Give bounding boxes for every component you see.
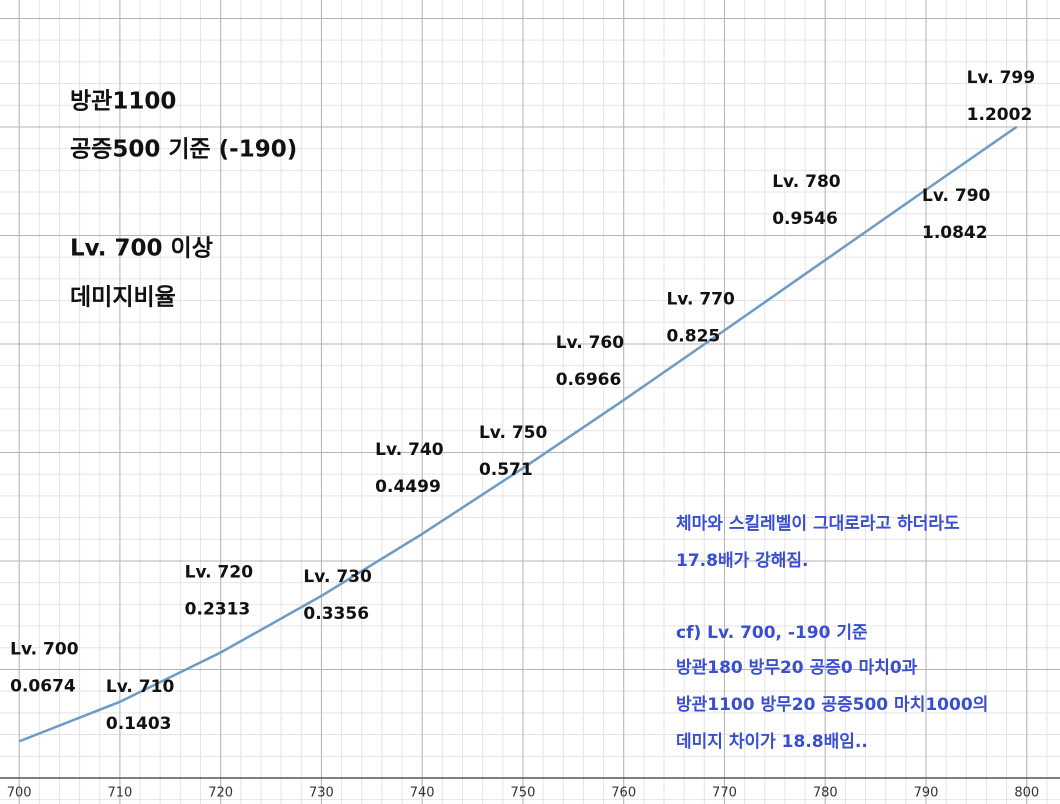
annotation: 데미지비율 [70,285,176,311]
point-label: Lv. 730 [303,567,372,587]
value-label: 0.1403 [106,714,172,734]
note: 체마와 스킬레벨이 그대로라고 하더라도 [676,514,960,534]
x-tick-label: 790 [914,785,939,800]
point-label: Lv. 750 [479,423,548,443]
x-tick-label: 730 [309,785,334,800]
point-label: Lv. 780 [772,172,841,192]
note: 17.8배가 강해짐. [676,551,809,571]
x-tick-label: 710 [107,785,132,800]
value-label: 0.3356 [303,604,369,624]
point-label: Lv. 770 [666,289,735,309]
value-label: 0.6966 [556,370,622,390]
value-label: 1.0842 [922,223,988,243]
value-label: 0.9546 [772,209,838,229]
value-label: 1.2002 [967,105,1033,125]
x-tick-label: 740 [410,785,435,800]
x-tick-label: 700 [7,785,32,800]
value-label: 0.571 [479,460,533,480]
point-label: Lv. 710 [106,677,175,697]
x-tick-label: 760 [611,785,636,800]
annotation: Lv. 700 이상 [70,236,213,262]
note: 방관1100 방무20 공증500 마치1000의 [676,695,988,715]
point-label: Lv. 790 [922,186,991,206]
annotation: 공증500 기준 (-190) [70,137,297,163]
point-label: Lv. 760 [556,333,625,353]
x-tick-label: 770 [712,785,737,800]
value-label: 0.0674 [10,676,76,696]
x-tick-label: 800 [1014,785,1039,800]
note: 방관180 방무20 공증0 마치0과 [676,658,918,678]
annotation: 방관1100 [70,89,176,115]
value-label: 0.2313 [185,599,251,619]
x-tick-label: 720 [208,785,233,800]
x-tick-label: 750 [511,785,536,800]
note: cf) Lv. 700, -190 기준 [676,623,868,643]
value-label: 0.4499 [375,477,441,497]
point-label: Lv. 720 [185,562,254,582]
point-label: Lv. 740 [375,440,444,460]
point-label: Lv. 700 [10,639,79,659]
x-tick-label: 780 [813,785,838,800]
value-label: 0.825 [666,326,720,346]
note: 데미지 차이가 18.8배임.. [676,731,868,752]
curve [18,125,1018,743]
point-label: Lv. 799 [967,68,1035,88]
